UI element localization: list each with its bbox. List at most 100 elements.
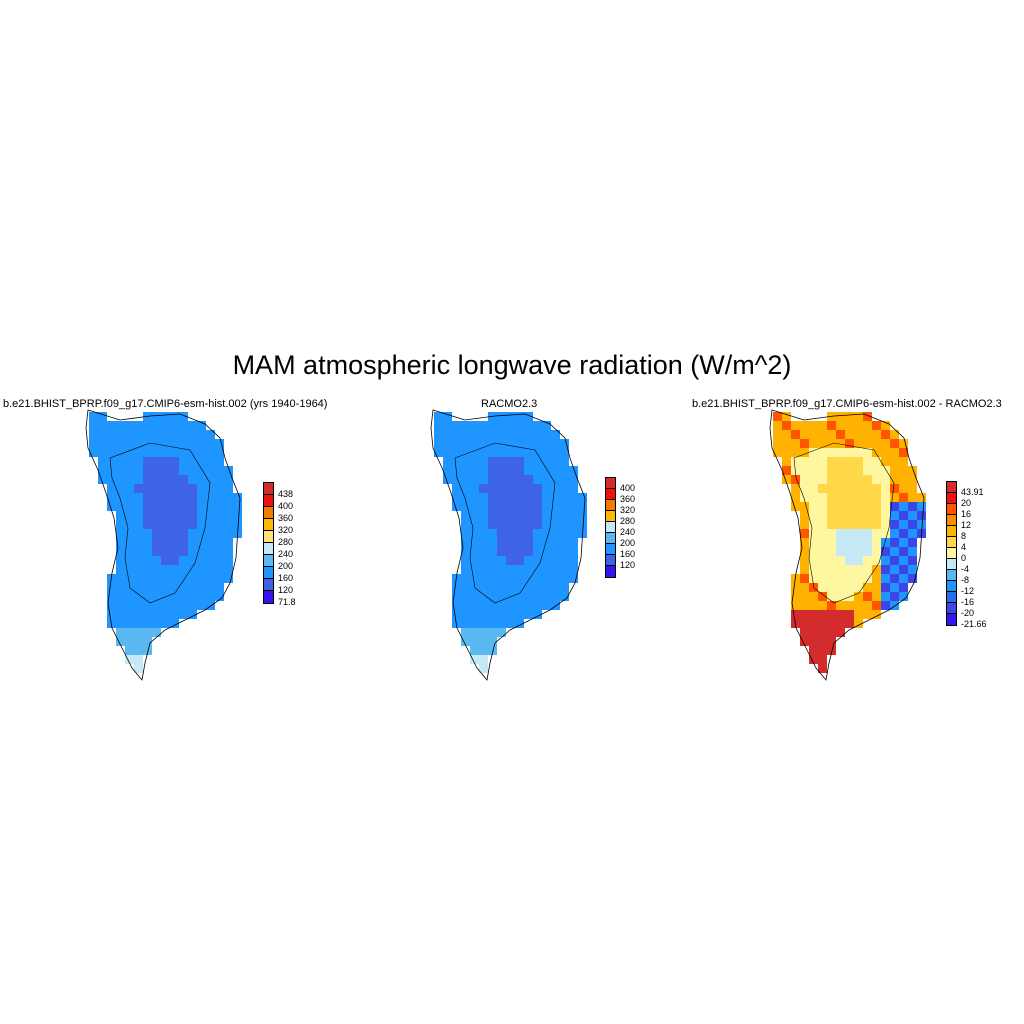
map-grid-cell — [197, 529, 206, 538]
map-grid-cell — [152, 430, 161, 439]
map-grid-cell — [197, 601, 206, 610]
map-grid-cell — [908, 574, 917, 583]
map-grid-cell — [872, 538, 881, 547]
map-grid-cell — [125, 466, 134, 475]
map-grid-cell — [782, 457, 791, 466]
map-grid-cell — [524, 556, 533, 565]
map-grid-cell — [782, 475, 791, 484]
map-grid-cell — [551, 457, 560, 466]
map-grid-cell — [461, 511, 470, 520]
map-grid-cell — [881, 574, 890, 583]
colorbar-label: -16 — [961, 597, 975, 607]
map-grid-cell — [479, 502, 488, 511]
map-grid-cell — [836, 493, 845, 502]
map-grid-cell — [188, 448, 197, 457]
map-grid-cell — [197, 574, 206, 583]
map-grid-cell — [533, 547, 542, 556]
colorbar-label: 400 — [620, 483, 636, 493]
map-grid-cell — [542, 574, 551, 583]
map-grid-cell — [818, 511, 827, 520]
map-grid-cell — [515, 439, 524, 448]
map-grid-cell — [809, 475, 818, 484]
map-grid-cell — [143, 601, 152, 610]
map-grid-cell — [170, 457, 179, 466]
map-grid-cell — [206, 475, 215, 484]
map-grid-cell — [827, 484, 836, 493]
map-grid-cell — [890, 511, 899, 520]
map-grid-cell — [791, 601, 800, 610]
map-grid-cell — [488, 592, 497, 601]
map-grid-cell — [524, 412, 533, 421]
map-grid-cell — [179, 601, 188, 610]
map-grid-cell — [899, 538, 908, 547]
map-grid-cell — [800, 529, 809, 538]
map-grid-cell — [134, 664, 143, 673]
panel-title-difference: b.e21.BHIST_BPRP.f09_g17.CMIP6-esm-hist.… — [692, 398, 1002, 410]
map-grid-cell — [515, 466, 524, 475]
map-grid-cell — [215, 583, 224, 592]
map-grid-cell — [863, 466, 872, 475]
map-grid-cell — [569, 484, 578, 493]
colorbar-label: 320 — [278, 525, 294, 535]
map-grid-cell — [197, 475, 206, 484]
map-grid-cell — [188, 493, 197, 502]
map-grid-cell — [179, 412, 188, 421]
colorbar-swatch — [605, 565, 616, 578]
map-grid-cell — [515, 412, 524, 421]
map-grid-cell — [899, 448, 908, 457]
map-grid-cell — [143, 628, 152, 637]
map-grid-cell — [818, 583, 827, 592]
map-grid-cell — [533, 484, 542, 493]
map-grid-cell — [881, 556, 890, 565]
map-grid-cell — [863, 457, 872, 466]
map-grid-cell — [773, 439, 782, 448]
map-grid-cell — [461, 484, 470, 493]
map-grid-cell — [524, 538, 533, 547]
map-grid-cell — [98, 421, 107, 430]
map-grid-cell — [161, 520, 170, 529]
map-grid-cell — [125, 565, 134, 574]
map-grid-cell — [845, 484, 854, 493]
map-grid-cell — [461, 448, 470, 457]
map-grid-cell — [542, 592, 551, 601]
map-grid-cell — [161, 448, 170, 457]
map-grid-cell — [461, 592, 470, 601]
map-grid-cell — [107, 502, 116, 511]
map-grid-cell — [470, 439, 479, 448]
map-grid-cell — [524, 439, 533, 448]
map-grid-cell — [800, 565, 809, 574]
map-grid-cell — [116, 475, 125, 484]
map-grid-cell — [470, 610, 479, 619]
map-grid-cell — [107, 457, 116, 466]
map-grid-cell — [551, 439, 560, 448]
map-grid-cell — [809, 601, 818, 610]
map-model — [85, 409, 242, 681]
map-grid-cell — [791, 502, 800, 511]
map-grid-cell — [533, 574, 542, 583]
map-grid-cell — [470, 475, 479, 484]
colorbar-label: 240 — [278, 549, 294, 559]
map-grid-cell — [161, 412, 170, 421]
map-grid-cell — [98, 466, 107, 475]
map-grid-cell — [452, 421, 461, 430]
map-grid-cell — [179, 547, 188, 556]
map-grid-cell — [125, 529, 134, 538]
map-grid-cell — [515, 556, 524, 565]
map-grid-cell — [782, 439, 791, 448]
map-grid-cell — [461, 439, 470, 448]
colorbar-label: 4 — [961, 542, 967, 552]
map-grid-cell — [872, 439, 881, 448]
map-grid-cell — [161, 538, 170, 547]
map-grid-cell — [542, 457, 551, 466]
map-grid-cell — [479, 475, 488, 484]
map-grid-cell — [506, 565, 515, 574]
map-grid-cell — [800, 637, 809, 646]
map-grid-cell — [497, 592, 506, 601]
map-grid-cell — [524, 529, 533, 538]
map-grid-cell — [461, 502, 470, 511]
map-grid-cell — [800, 439, 809, 448]
map-grid-cell — [863, 421, 872, 430]
map-grid-cell — [188, 466, 197, 475]
map-grid-cell — [206, 556, 215, 565]
map-grid-cell — [890, 529, 899, 538]
